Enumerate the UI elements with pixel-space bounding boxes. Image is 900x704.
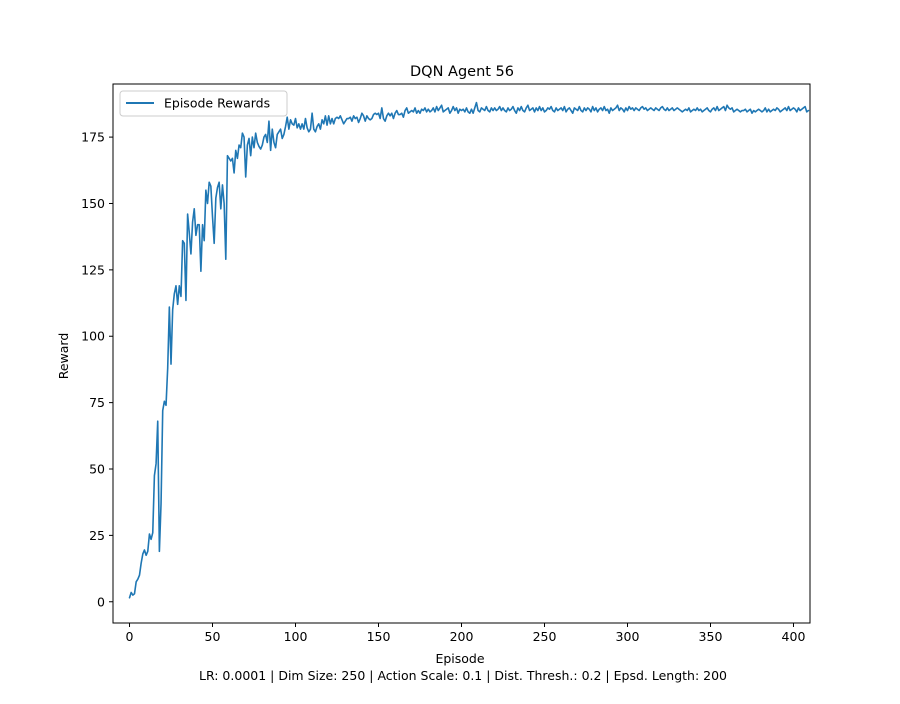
y-tick-label: 0: [97, 594, 105, 609]
x-axis-label: Episode: [435, 651, 484, 666]
y-tick-label: 175: [81, 130, 105, 145]
legend-box: [119, 90, 288, 117]
chart-title: DQN Agent 56: [410, 64, 514, 80]
legend-label: Episode Rewards: [164, 96, 270, 111]
y-tick-label: 125: [81, 262, 105, 277]
x-tick-label: 250: [533, 629, 557, 644]
legend: Episode Rewards: [119, 90, 288, 117]
x-tick-label: 400: [782, 629, 806, 644]
y-tick-label: 150: [81, 196, 105, 211]
x-tick-label: 150: [367, 629, 391, 644]
y-axis-ticks: 0 25 50 75 100 125 150 175: [81, 130, 113, 609]
y-tick-label: 25: [89, 528, 105, 543]
episode-rewards-line: [128, 101, 810, 599]
x-tick-label: 200: [450, 629, 474, 644]
y-tick-label: 50: [89, 462, 105, 477]
x-tick-label: 350: [699, 629, 723, 644]
x-axis-ticks: 0 50 100 150 200 250 300 350 400: [126, 623, 806, 644]
y-tick-label: 100: [81, 329, 105, 344]
x-tick-label: 300: [616, 629, 640, 644]
x-tick-label: 100: [284, 629, 308, 644]
y-tick-label: 75: [89, 395, 105, 410]
series-layer: [128, 101, 810, 599]
plot-area-frame: [112, 83, 811, 624]
parameter-footer: LR: 0.0001 | Dim Size: 250 | Action Scal…: [199, 668, 727, 683]
y-axis-label: Reward: [56, 333, 71, 380]
x-tick-label: 0: [126, 629, 134, 644]
x-tick-label: 50: [205, 629, 221, 644]
